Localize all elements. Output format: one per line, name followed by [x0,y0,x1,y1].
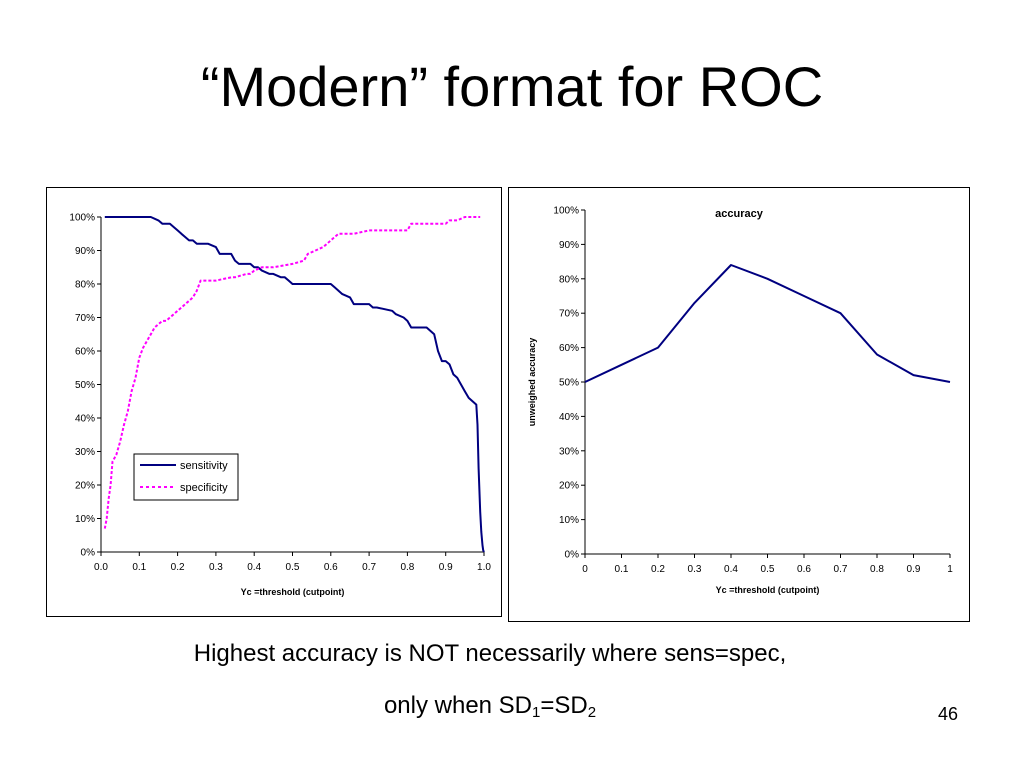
y-tick-label: 80% [75,280,95,291]
x-tick-label: 0.6 [797,564,811,575]
x-tick-label: 0.5 [286,562,300,573]
x-tick-label: 0.8 [870,564,884,575]
sens-spec-chart: 0% 10% 20% 30% 40% 50% 60% 70% 80% 90% 100% 0.0 0.1 0… [69,213,491,598]
y-tick-label: 90% [559,240,579,251]
x-tick-label: 0.1 [132,562,146,573]
y-tick-label: 50% [559,378,579,389]
x-tick-label: 0.7 [834,564,848,575]
x-tick-label: 0.7 [362,562,376,573]
y-tick-label: 10% [559,515,579,526]
x-tick-label: 0.0 [94,562,108,573]
series-line-accuracy [584,264,951,383]
y-tick-label: 60% [75,347,95,358]
y-tick-label: 10% [75,514,95,525]
y-tick-label: 80% [559,274,579,285]
x-tick-label: 0.6 [324,562,338,573]
y-tick-label: 0% [81,548,96,559]
caption-sub-2: 2 [587,704,597,721]
accuracy-chart-panel: 0% 10% 20% 30% 40% 50% 60% 70% 80% 90% 100% 0 0.1 0.2… [508,187,970,622]
x-axis-label: Yc =threshold (cutpoint) [716,585,820,595]
y-tick-label: 0% [565,550,580,561]
caption-sub-1: 1 [532,704,541,721]
y-tick-label: 70% [75,313,95,324]
series-line-specificity [103,216,481,529]
x-tick-label: 0.4 [724,564,738,575]
x-tick-label: 1.0 [477,562,491,573]
caption-line-1: Highest accuracy is NOT necessarily wher… [193,640,787,667]
accuracy-chart: 0% 10% 20% 30% 40% 50% 60% 70% 80% 90% 100% 0 0.1 0.2… [527,206,953,596]
x-tick-label: 0.9 [439,562,453,573]
y-tick-label: 20% [559,481,579,492]
x-tick-label: 0.3 [688,564,702,575]
legend-box [133,453,239,501]
x-tick-label: 0.2 [171,562,185,573]
y-tick-label: 100% [553,206,579,217]
y-tick-label: 30% [75,447,95,458]
y-axis-label: unweighed accuracy [527,338,537,427]
x-tick-label: 0.9 [907,564,921,575]
sens-spec-chart-panel: 0% 10% 20% 30% 40% 50% 60% 70% 80% 90% 100% 0.0 0.1 0… [46,187,502,617]
x-tick-label: 1 [947,564,953,575]
legend-label-sensitivity: sensitivity [180,460,228,472]
x-tick-label: 0.5 [761,564,775,575]
x-tick-label: 0.3 [209,562,223,573]
y-tick-label: 60% [559,343,579,354]
y-tick-label: 70% [559,309,579,320]
legend-label-specificity: specificity [180,482,228,494]
page-number: 46 [937,704,959,724]
y-tick-label: 40% [559,412,579,423]
x-axis-label: Yc =threshold (cutpoint) [241,587,345,597]
x-tick-label: 0.4 [247,562,261,573]
x-tick-label: 0 [582,564,588,575]
caption-line-2: only when SD1=SD2 [0,692,980,721]
y-tick-label: 90% [75,246,95,257]
x-tick-label: 0.8 [400,562,414,573]
chart-title: accuracy [715,208,764,220]
y-tick-label: 40% [75,414,95,425]
caption-text-b: =SD [540,692,588,719]
x-tick-label: 0.2 [651,564,665,575]
caption-text-a: only when SD [383,692,533,719]
y-tick-label: 50% [75,380,95,391]
y-tick-label: 20% [75,481,95,492]
slide-title: “Modern” format for ROC [200,55,824,118]
y-tick-label: 30% [559,446,579,457]
series-line-sensitivity [104,216,485,553]
y-tick-label: 100% [69,213,95,224]
x-tick-label: 0.1 [615,564,629,575]
